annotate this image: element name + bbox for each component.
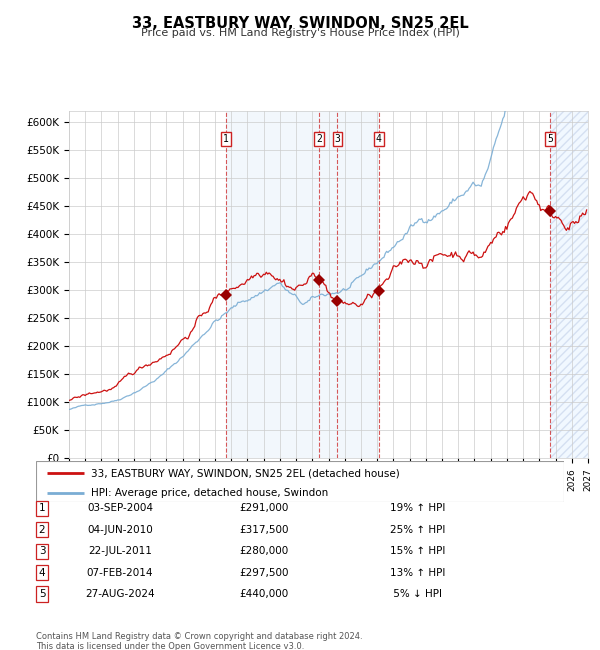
Text: 03-SEP-2004: 03-SEP-2004 — [87, 503, 153, 514]
FancyBboxPatch shape — [36, 461, 564, 502]
Text: 27-AUG-2024: 27-AUG-2024 — [85, 589, 155, 599]
Text: 04-JUN-2010: 04-JUN-2010 — [87, 525, 153, 535]
Text: 33, EASTBURY WAY, SWINDON, SN25 2EL: 33, EASTBURY WAY, SWINDON, SN25 2EL — [131, 16, 469, 31]
Text: 2: 2 — [316, 134, 322, 144]
Bar — [226, 111, 319, 458]
Text: 1: 1 — [38, 503, 46, 514]
Bar — [550, 111, 588, 458]
Text: 4: 4 — [376, 134, 382, 144]
Text: £291,000: £291,000 — [239, 503, 289, 514]
Bar — [319, 111, 379, 458]
Text: HPI: Average price, detached house, Swindon: HPI: Average price, detached house, Swin… — [91, 488, 329, 498]
Text: 2: 2 — [38, 525, 46, 535]
Text: £440,000: £440,000 — [239, 589, 289, 599]
Text: 3: 3 — [38, 546, 46, 556]
Text: 3: 3 — [334, 134, 340, 144]
Text: 19% ↑ HPI: 19% ↑ HPI — [390, 503, 445, 514]
Text: £297,500: £297,500 — [239, 567, 289, 578]
Text: £280,000: £280,000 — [239, 546, 289, 556]
Text: 13% ↑ HPI: 13% ↑ HPI — [390, 567, 445, 578]
Text: 5: 5 — [38, 589, 46, 599]
Text: 07-FEB-2014: 07-FEB-2014 — [87, 567, 153, 578]
Text: 5: 5 — [547, 134, 553, 144]
Text: Price paid vs. HM Land Registry's House Price Index (HPI): Price paid vs. HM Land Registry's House … — [140, 28, 460, 38]
Text: Contains HM Land Registry data © Crown copyright and database right 2024.
This d: Contains HM Land Registry data © Crown c… — [36, 632, 362, 650]
Text: £317,500: £317,500 — [239, 525, 289, 535]
Text: 4: 4 — [38, 567, 46, 578]
Text: 5% ↓ HPI: 5% ↓ HPI — [390, 589, 442, 599]
Text: 22-JUL-2011: 22-JUL-2011 — [88, 546, 152, 556]
Text: 15% ↑ HPI: 15% ↑ HPI — [390, 546, 445, 556]
Text: 25% ↑ HPI: 25% ↑ HPI — [390, 525, 445, 535]
Text: 1: 1 — [223, 134, 229, 144]
Text: 33, EASTBURY WAY, SWINDON, SN25 2EL (detached house): 33, EASTBURY WAY, SWINDON, SN25 2EL (det… — [91, 468, 400, 478]
